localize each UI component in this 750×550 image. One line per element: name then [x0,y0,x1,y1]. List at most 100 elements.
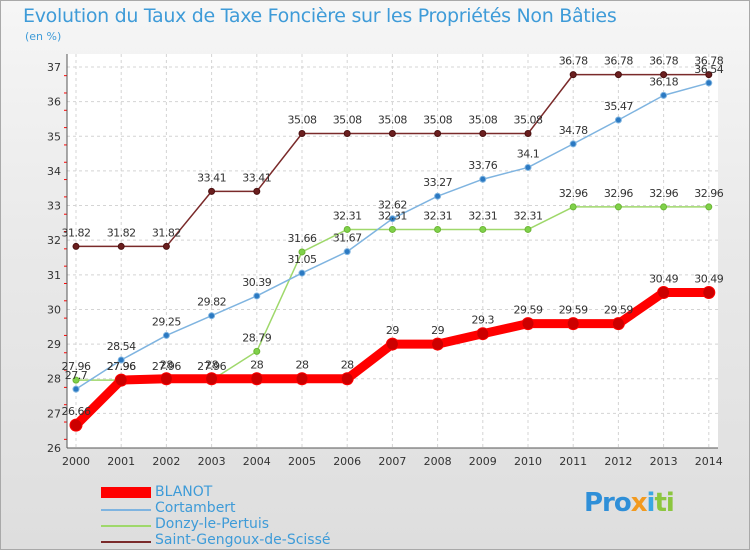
data-point-cortambert [705,79,713,87]
x-tick-label: 2008 [424,455,452,468]
data-label-blanot: 29 [431,324,444,337]
data-label-saint-gengoux: 33.41 [197,171,226,184]
data-label-donzy: 27.96 [62,360,91,373]
data-label-blanot: 29.59 [514,304,543,317]
data-label-saint-gengoux: 35.08 [514,114,543,127]
data-point-cortambert [298,269,306,277]
data-point-donzy [524,225,532,233]
data-label-saint-gengoux: 31.82 [152,226,181,239]
data-label-blanot: 27.96 [107,360,136,373]
data-point-saint-gengoux [569,71,577,79]
y-tick-label: 35 [47,130,61,143]
data-point-donzy [343,225,351,233]
legend-swatch-cortambert [101,509,151,511]
data-label-donzy: 31.66 [288,232,317,245]
data-point-donzy [298,248,306,256]
data-label-donzy: 27.96 [107,360,136,373]
y-tick-label: 30 [47,303,61,316]
data-label-blanot: 28 [205,359,218,372]
data-point-saint-gengoux [208,187,216,195]
x-tick-label: 2014 [695,455,723,468]
data-label-donzy: 27.96 [197,360,226,373]
data-point-blanot [69,418,83,432]
data-point-blanot [159,372,173,386]
data-label-blanot: 28 [250,359,263,372]
data-label-cortambert: 35.47 [604,100,633,113]
x-tick-label: 2002 [152,455,180,468]
data-label-cortambert: 34.1 [517,147,540,160]
data-label-cortambert: 36.54 [694,63,723,76]
data-label-cortambert: 31.67 [333,232,362,245]
data-label-blanot: 29.59 [559,304,588,317]
data-point-blanot [385,337,399,351]
data-label-blanot: 30.49 [694,272,723,285]
y-tick-label: 37 [47,61,61,74]
y-tick-label: 29 [47,338,61,351]
data-point-blanot [657,285,671,299]
data-label-donzy: 32.31 [333,209,362,222]
data-point-blanot [431,337,445,351]
data-point-blanot [295,372,309,386]
data-point-donzy [614,203,622,211]
x-tick-label: 2009 [469,455,497,468]
data-point-saint-gengoux [524,130,532,138]
data-point-cortambert [162,331,170,339]
x-tick-label: 2012 [604,455,632,468]
data-label-saint-gengoux: 33.41 [242,171,271,184]
data-point-saint-gengoux [72,242,80,250]
x-tick-label: 2007 [378,455,406,468]
data-label-saint-gengoux: 35.08 [288,114,317,127]
data-point-cortambert [208,312,216,320]
logo-part: Pro [584,488,632,518]
data-label-cortambert: 32.62 [378,199,407,212]
data-point-blanot [611,317,625,331]
legend-swatch-donzy [101,525,151,527]
data-label-saint-gengoux: 31.82 [107,226,136,239]
data-point-saint-gengoux [162,242,170,250]
data-point-saint-gengoux [614,71,622,79]
data-label-donzy: 32.96 [694,187,723,200]
legend-swatch-blanot [101,487,151,498]
data-point-cortambert [660,91,668,99]
data-label-donzy: 27.96 [152,360,181,373]
data-point-cortambert [388,215,396,223]
legend-label: BLANOT [155,484,213,500]
data-label-donzy: 28.79 [242,331,271,344]
data-point-blanot [250,372,264,386]
data-label-blanot: 29.3 [472,314,495,327]
data-label-donzy: 32.31 [378,209,407,222]
data-label-cortambert: 27.7 [65,369,88,382]
data-point-cortambert [614,116,622,124]
data-label-blanot: 28 [160,359,173,372]
data-point-cortambert [434,192,442,200]
data-point-cortambert [569,140,577,148]
x-tick-label: 2010 [514,455,542,468]
data-point-cortambert [253,292,261,300]
logo-part: x [630,488,648,518]
data-point-blanot [476,327,490,341]
data-point-saint-gengoux [660,71,668,79]
x-tick-label: 2004 [243,455,271,468]
x-tick-label: 2011 [559,455,587,468]
data-point-cortambert [343,248,351,256]
data-point-cortambert [479,175,487,183]
y-tick-label: 27 [47,407,61,420]
x-tick-label: 2003 [198,455,226,468]
legend-label: Donzy-le-Pertuis [155,516,270,532]
x-tick-label: 2006 [333,455,361,468]
x-tick-label: 2000 [62,455,90,468]
legend-swatch-saint-gengoux [101,541,151,543]
data-label-donzy: 32.31 [468,209,497,222]
x-tick-label: 2013 [650,455,678,468]
data-label-cortambert: 29.82 [197,296,226,309]
data-label-cortambert: 34.78 [559,124,588,137]
legend-label: Saint-Gengoux-de-Scissé [155,532,331,548]
data-point-blanot [566,317,580,331]
data-point-donzy [434,225,442,233]
data-label-saint-gengoux: 36.78 [694,55,723,68]
data-point-blanot [521,317,535,331]
data-point-saint-gengoux [434,130,442,138]
data-label-saint-gengoux: 35.08 [423,114,452,127]
data-point-blanot [340,372,354,386]
